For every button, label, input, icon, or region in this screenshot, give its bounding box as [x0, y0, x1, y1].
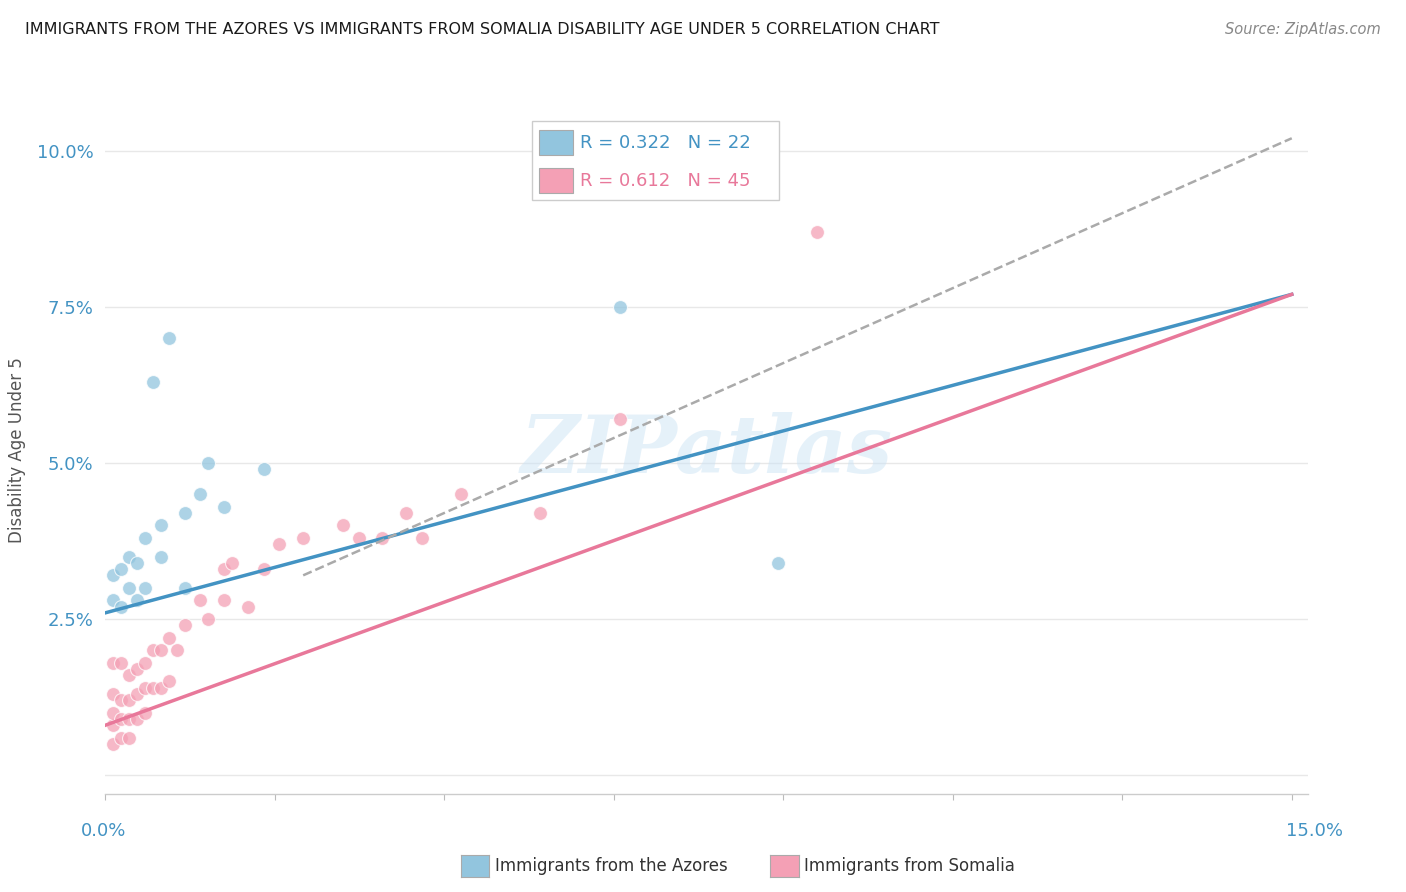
Point: [110, 693, 132, 707]
Point: [221, 556, 243, 570]
Point: [127, 662, 149, 676]
Text: R = 0.612   N = 45: R = 0.612 N = 45: [581, 171, 751, 189]
Point: [110, 599, 132, 614]
Point: [269, 537, 291, 551]
Point: [118, 693, 141, 707]
Point: [127, 712, 149, 726]
Point: [103, 737, 125, 751]
Point: [118, 581, 141, 595]
Point: [134, 531, 156, 545]
Point: [142, 375, 165, 389]
Point: [188, 593, 212, 607]
Point: [766, 556, 789, 570]
Point: [142, 643, 165, 657]
Text: IMMIGRANTS FROM THE AZORES VS IMMIGRANTS FROM SOMALIA DISABILITY AGE UNDER 5 COR: IMMIGRANTS FROM THE AZORES VS IMMIGRANTS…: [25, 22, 939, 37]
Point: [142, 681, 165, 695]
Point: [806, 225, 828, 239]
Point: [609, 300, 631, 314]
Text: Immigrants from Somalia: Immigrants from Somalia: [804, 857, 1015, 875]
Text: R = 0.322   N = 22: R = 0.322 N = 22: [581, 134, 751, 152]
Point: [134, 656, 156, 670]
Text: 0.0%: 0.0%: [82, 822, 127, 840]
Point: [173, 506, 195, 520]
Point: [110, 712, 132, 726]
Point: [529, 506, 551, 520]
Point: [149, 549, 172, 564]
Text: ZIPatlas: ZIPatlas: [520, 412, 893, 489]
Point: [332, 518, 354, 533]
Point: [609, 412, 631, 426]
Point: [253, 562, 276, 576]
Bar: [540, 130, 574, 155]
Point: [188, 487, 212, 501]
Point: [103, 687, 125, 701]
Point: [157, 631, 180, 645]
Y-axis label: Disability Age Under 5: Disability Age Under 5: [8, 358, 25, 543]
Point: [173, 581, 195, 595]
Point: [395, 506, 418, 520]
Point: [127, 687, 149, 701]
Point: [450, 487, 472, 501]
Point: [212, 562, 235, 576]
Bar: [540, 169, 574, 193]
Point: [212, 593, 235, 607]
Point: [103, 706, 125, 720]
Point: [212, 500, 235, 514]
Point: [118, 668, 141, 682]
Point: [411, 531, 433, 545]
Point: [110, 656, 132, 670]
Point: [371, 531, 394, 545]
Point: [134, 581, 156, 595]
Point: [157, 331, 180, 345]
Point: [118, 731, 141, 745]
Point: [253, 462, 276, 476]
Point: [134, 706, 156, 720]
Point: [110, 731, 132, 745]
Text: 15.0%: 15.0%: [1286, 822, 1343, 840]
Point: [166, 643, 188, 657]
Text: Source: ZipAtlas.com: Source: ZipAtlas.com: [1225, 22, 1381, 37]
Point: [173, 618, 195, 632]
Point: [197, 456, 219, 470]
Point: [236, 599, 259, 614]
Point: [103, 593, 125, 607]
Point: [347, 531, 370, 545]
Point: [103, 568, 125, 582]
Point: [149, 643, 172, 657]
Point: [157, 674, 180, 689]
Point: [127, 556, 149, 570]
Text: Immigrants from the Azores: Immigrants from the Azores: [495, 857, 728, 875]
Point: [118, 549, 141, 564]
Point: [149, 681, 172, 695]
Point: [103, 656, 125, 670]
Point: [118, 712, 141, 726]
Point: [110, 562, 132, 576]
Point: [149, 518, 172, 533]
Point: [292, 531, 315, 545]
Point: [197, 612, 219, 626]
Point: [103, 718, 125, 732]
Point: [127, 593, 149, 607]
Point: [134, 681, 156, 695]
